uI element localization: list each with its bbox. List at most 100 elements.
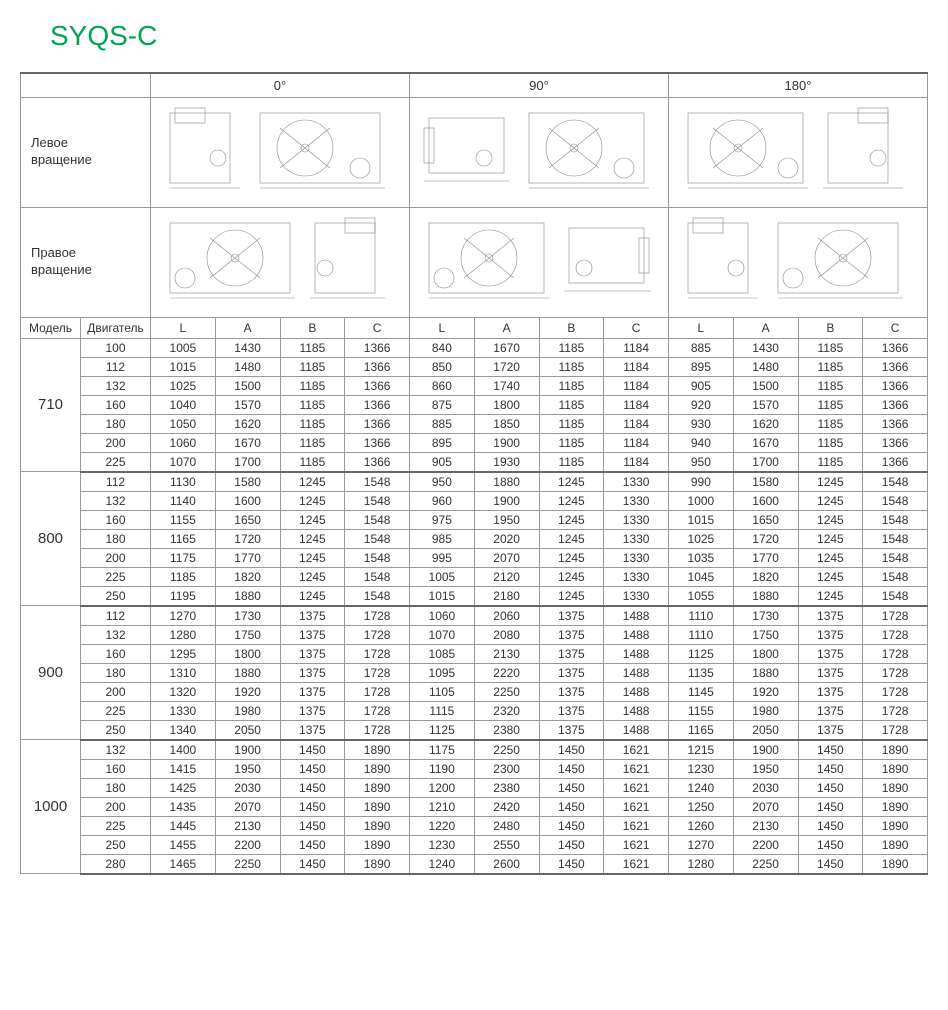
dim-cell: 1600 (215, 491, 280, 510)
dim-cell: 1184 (604, 376, 669, 395)
dim-cell: 1950 (215, 759, 280, 778)
dim-cell: 1366 (345, 433, 410, 452)
dim-cell: 1175 (410, 740, 475, 760)
dim-cell: 2200 (215, 835, 280, 854)
dim-cell: 1450 (280, 759, 345, 778)
table-row: 1801425203014501890120023801450162112402… (21, 778, 928, 797)
dim-cell: 1245 (798, 567, 863, 586)
dim-cell: 1450 (798, 854, 863, 874)
dim-cell: 1185 (280, 376, 345, 395)
dim-cell: 1210 (410, 797, 475, 816)
dim-cell: 1245 (798, 491, 863, 510)
dim-cell: 1820 (215, 567, 280, 586)
dim-cell: 2070 (733, 797, 798, 816)
engine-cell: 132 (81, 376, 151, 395)
dim-cell: 1375 (798, 663, 863, 682)
dim-cell: 860 (410, 376, 475, 395)
dim-cell: 2600 (474, 854, 539, 874)
dim-cell: 1366 (863, 452, 928, 472)
dim-cell: 1245 (280, 510, 345, 529)
dim-cell: 1005 (410, 567, 475, 586)
dim-cell: 1366 (345, 414, 410, 433)
dim-cell: 1155 (669, 701, 734, 720)
dim-cell: 1488 (604, 663, 669, 682)
dim-cell: 1366 (863, 433, 928, 452)
engine-cell: 132 (81, 740, 151, 760)
dim-cell: 1185 (539, 414, 604, 433)
table-row: 7101001005143011851366840167011851184885… (21, 338, 928, 357)
dim-cell: 930 (669, 414, 734, 433)
dim-cell: 1185 (539, 395, 604, 414)
dim-cell: 1548 (863, 567, 928, 586)
dim-cell: 1135 (669, 663, 734, 682)
dim-cell: 1185 (798, 452, 863, 472)
dim-cell: 2380 (474, 720, 539, 740)
dim-cell: 1400 (151, 740, 216, 760)
dim-cell: 1185 (798, 376, 863, 395)
dim-cell: 1245 (280, 586, 345, 606)
dim-cell: 1770 (733, 548, 798, 567)
dim-cell: 1548 (863, 529, 928, 548)
left-rotation-label: Левое вращение (21, 97, 151, 207)
dim-cell: 1040 (151, 395, 216, 414)
header-model: Модель (21, 317, 81, 338)
dim-cell: 1488 (604, 720, 669, 740)
dim-cell: 1488 (604, 682, 669, 701)
dim-cell: 1740 (474, 376, 539, 395)
dim-cell: 2130 (474, 644, 539, 663)
engine-cell: 112 (81, 606, 151, 626)
table-row: 2251445213014501890122024801450162112602… (21, 816, 928, 835)
dim-cell: 1450 (280, 740, 345, 760)
dim-cell: 1488 (604, 625, 669, 644)
dim-cell: 1125 (669, 644, 734, 663)
dim-cell: 1095 (410, 663, 475, 682)
dim-cell: 1060 (410, 606, 475, 626)
dim-cell: 1930 (474, 452, 539, 472)
dim-cell: 1920 (733, 682, 798, 701)
dim-cell: 1245 (539, 510, 604, 529)
header-L-180: L (669, 317, 734, 338)
fan-diagram-icon (155, 213, 405, 308)
diagram-left-0 (151, 97, 410, 207)
table-row: 8001121130158012451548950188012451330990… (21, 472, 928, 492)
dim-cell: 2080 (474, 625, 539, 644)
dim-cell: 2250 (733, 854, 798, 874)
dim-cell: 1450 (539, 778, 604, 797)
dim-cell: 1728 (863, 663, 928, 682)
dim-cell: 1200 (410, 778, 475, 797)
dim-cell: 1548 (863, 510, 928, 529)
dim-cell: 1175 (151, 548, 216, 567)
dim-cell: 1185 (280, 414, 345, 433)
table-row: 1121015148011851366850172011851184895148… (21, 357, 928, 376)
dim-cell: 1055 (669, 586, 734, 606)
header-L-0: L (151, 317, 216, 338)
dim-cell: 940 (669, 433, 734, 452)
table-row: 9001121270173013751728106020601375148811… (21, 606, 928, 626)
table-row: 1321140160012451548960190012451330100016… (21, 491, 928, 510)
diagram-left-180 (669, 97, 928, 207)
header-A-0: A (215, 317, 280, 338)
page-title: SYQS-C (20, 20, 928, 52)
dim-cell: 1450 (539, 740, 604, 760)
dim-cell: 1880 (474, 472, 539, 492)
engine-cell: 112 (81, 357, 151, 376)
dim-cell: 1220 (410, 816, 475, 835)
dim-cell: 2070 (215, 797, 280, 816)
dim-cell: 1880 (215, 586, 280, 606)
dim-cell: 2050 (733, 720, 798, 740)
header-C-0: C (345, 317, 410, 338)
engine-cell: 180 (81, 778, 151, 797)
dim-cell: 1730 (215, 606, 280, 626)
dim-cell: 1900 (733, 740, 798, 760)
dim-cell: 1366 (863, 395, 928, 414)
dim-cell: 2250 (474, 740, 539, 760)
table-row: 2001175177012451548995207012451330103517… (21, 548, 928, 567)
dim-cell: 2130 (733, 816, 798, 835)
dim-cell: 1245 (539, 491, 604, 510)
dim-cell: 1621 (604, 797, 669, 816)
spec-table: 0° 90° 180° Левое вращение (20, 72, 928, 875)
dim-cell: 1621 (604, 778, 669, 797)
dim-cell: 1245 (539, 586, 604, 606)
header-B-0: B (280, 317, 345, 338)
dim-cell: 1670 (215, 433, 280, 452)
